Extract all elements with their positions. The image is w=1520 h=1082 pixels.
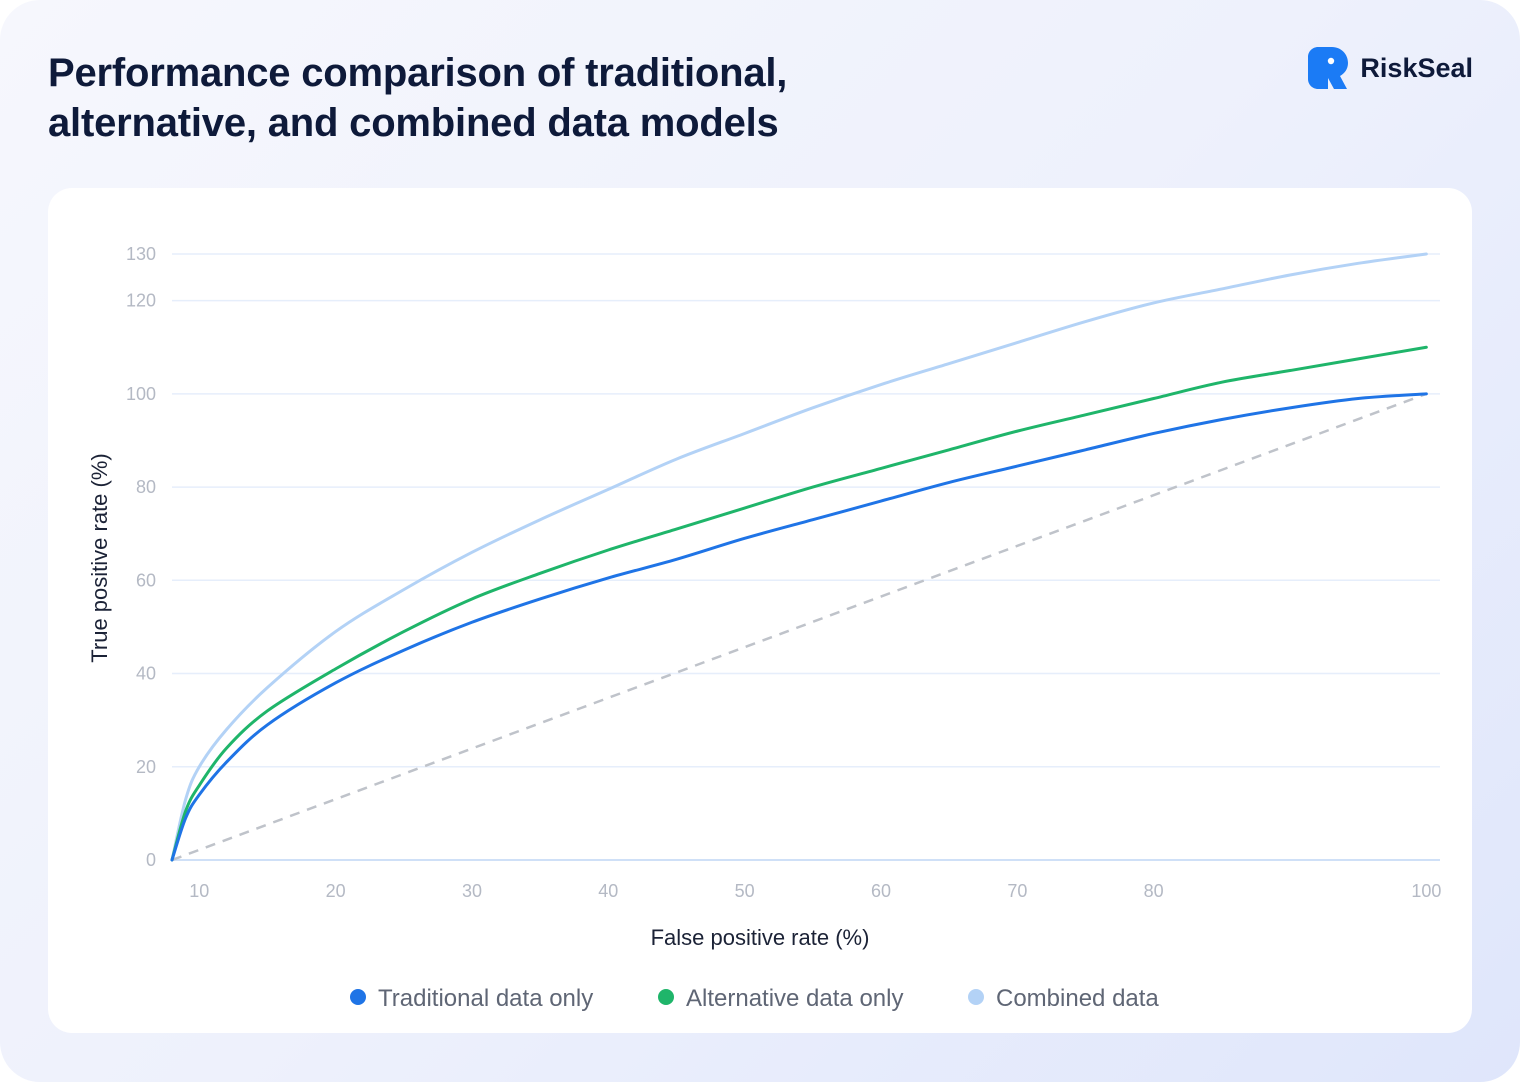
legend: Traditional data only Alternative data on… [350,985,1159,1012]
gridlines [172,253,1440,768]
y-axis-ticks: 0 20 40 60 80 100 120 130 [126,244,156,870]
title-line-2: alternative, and combined data models [48,101,779,145]
y-tick-label: 0 [146,850,156,870]
y-tick-label: 40 [136,664,156,684]
x-tick-label: 70 [1007,881,1027,901]
y-tick-label: 100 [126,384,156,404]
x-tick-label: 60 [871,881,891,901]
x-axis-ticks: 10 20 30 40 50 60 70 80 100 [189,881,1441,901]
riskseal-logo-icon [1308,47,1349,89]
y-tick-label: 120 [126,291,156,311]
series-line-combined-data [170,252,1428,862]
legend-label-alternative-data-only: Alternative data only [686,985,903,1012]
y-tick-label: 130 [126,244,156,264]
x-axis-label: False positive rate (%) [651,925,870,950]
x-tick-label: 100 [1411,881,1441,901]
title-line-1: Performance comparison of traditional, [48,51,788,95]
x-tick-label: 20 [326,881,346,901]
x-tick-label: 30 [462,881,482,901]
chart-card: 0 20 40 60 80 100 120 130 10 20 30 40 50 60 70 80 100 T… [48,188,1472,1033]
legend-marker-alternative-data-only [658,989,674,1005]
legend-marker-combined-data [968,989,984,1005]
roc-chart: 0 20 40 60 80 100 120 130 10 20 30 40 50 60 70 80 100 T… [87,244,1441,1012]
series-line-alternative-data-only [170,345,1428,862]
legend-label-combined-data: Combined data [996,985,1159,1012]
series-line-traditional-data-only [170,392,1428,862]
x-tick-label: 50 [735,881,755,901]
x-tick-label: 10 [189,881,209,901]
legend-label-traditional-data-only: Traditional data only [378,985,593,1012]
random-classifier-line [171,392,1427,862]
legend-marker-traditional-data-only [350,989,366,1005]
series-lines [170,252,1428,862]
y-axis-label: True positive rate (%) [87,453,112,662]
brand-name: RiskSeal [1360,52,1473,83]
brand-logo: RiskSeal [1308,46,1473,90]
page-title: Performance comparison of traditional, a… [48,48,948,148]
x-tick-label: 80 [1144,881,1164,901]
x-tick-label: 40 [598,881,618,901]
y-tick-label: 80 [136,477,156,497]
y-tick-label: 60 [136,570,156,590]
y-tick-label: 20 [136,757,156,777]
